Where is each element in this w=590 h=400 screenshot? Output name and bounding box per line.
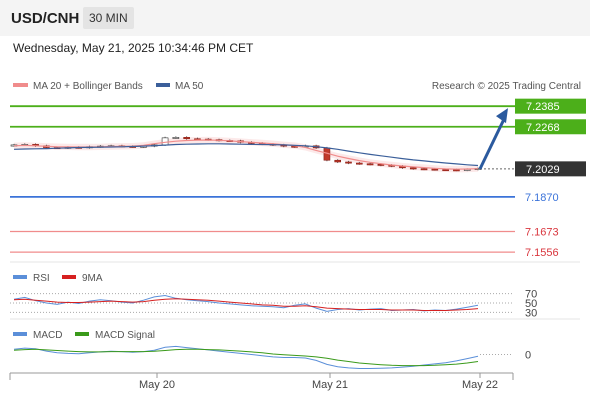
- level-label-7.2268: 7.2268: [526, 122, 560, 134]
- timestamp: Wednesday, May 21, 2025 10:34:46 PM CET: [13, 41, 254, 55]
- candle-body: [183, 137, 190, 140]
- rsi-tick-30: 30: [525, 307, 537, 319]
- legend-swatch-rsi: [13, 275, 27, 279]
- price-levels: 7.2385 7.2268 7.2029 7.1870 7.1673 7.1556: [10, 98, 586, 259]
- legend-macd: MACD: [33, 330, 62, 341]
- legend-rsi-ma: 9MA: [82, 273, 103, 284]
- symbol-title: USD/CNH: [11, 10, 80, 27]
- rsi-ma-line: [13, 298, 479, 311]
- level-badge-7.2268: [515, 119, 586, 135]
- macd-tick-0: 0: [525, 350, 531, 362]
- legend-swatch-macd: [13, 332, 27, 336]
- legend-swatch-ma50: [156, 83, 170, 87]
- level-label-7.1556: 7.1556: [525, 247, 559, 259]
- candle-body: [453, 169, 460, 172]
- current-price-label: 7.2029: [526, 164, 560, 176]
- level-label-7.1870: 7.1870: [525, 192, 559, 204]
- rsi-tick-70: 70: [525, 289, 537, 301]
- timeframe-button[interactable]: 30 MIN: [83, 7, 134, 29]
- candle-body: [366, 163, 374, 166]
- credit-text: Research © 2025 Trading Central: [432, 81, 581, 92]
- x-axis-ticks: May 20 May 21 May 22: [139, 373, 498, 391]
- legend-ma50: MA 50: [175, 81, 204, 92]
- level-badge-7.2385: [515, 98, 586, 114]
- forecast-arrow-shaft: [478, 118, 506, 170]
- current-price-badge: [515, 161, 586, 177]
- candle-body: [409, 167, 417, 170]
- moving-averages: [13, 108, 508, 170]
- ma50-line: [13, 143, 479, 167]
- macd-panel: 0: [13, 345, 531, 369]
- candle-body: [172, 137, 180, 139]
- candle-body: [161, 137, 169, 146]
- legend-swatch-rsi-ma: [62, 275, 76, 279]
- macd-signal-line: [13, 348, 479, 367]
- legend-swatch-ma20: [13, 83, 28, 87]
- legend-macd-signal: MACD Signal: [95, 330, 155, 341]
- forecast-arrow-head: [496, 108, 508, 124]
- candle-body: [431, 168, 439, 171]
- legend-rsi: RSI: [33, 273, 50, 284]
- rsi-tick-50: 50: [525, 298, 537, 310]
- candle-body: [334, 159, 342, 163]
- x-tick-label-0: May 20: [139, 379, 175, 391]
- header-bar: USD/CNH 30 MIN: [0, 0, 590, 36]
- legend-ma20: MA 20 + Bollinger Bands: [33, 81, 143, 92]
- x-tick-label-1: May 21: [312, 379, 348, 391]
- level-label-7.2385: 7.2385: [526, 101, 560, 113]
- legend-swatch-macd-signal: [75, 332, 89, 336]
- candle-body: [420, 168, 428, 171]
- level-label-7.1673: 7.1673: [525, 227, 559, 239]
- candle-body: [356, 162, 363, 165]
- candle-body: [345, 161, 352, 164]
- candle-body: [442, 169, 449, 172]
- x-tick-label-2: May 22: [462, 379, 498, 391]
- macd-line: [13, 345, 479, 369]
